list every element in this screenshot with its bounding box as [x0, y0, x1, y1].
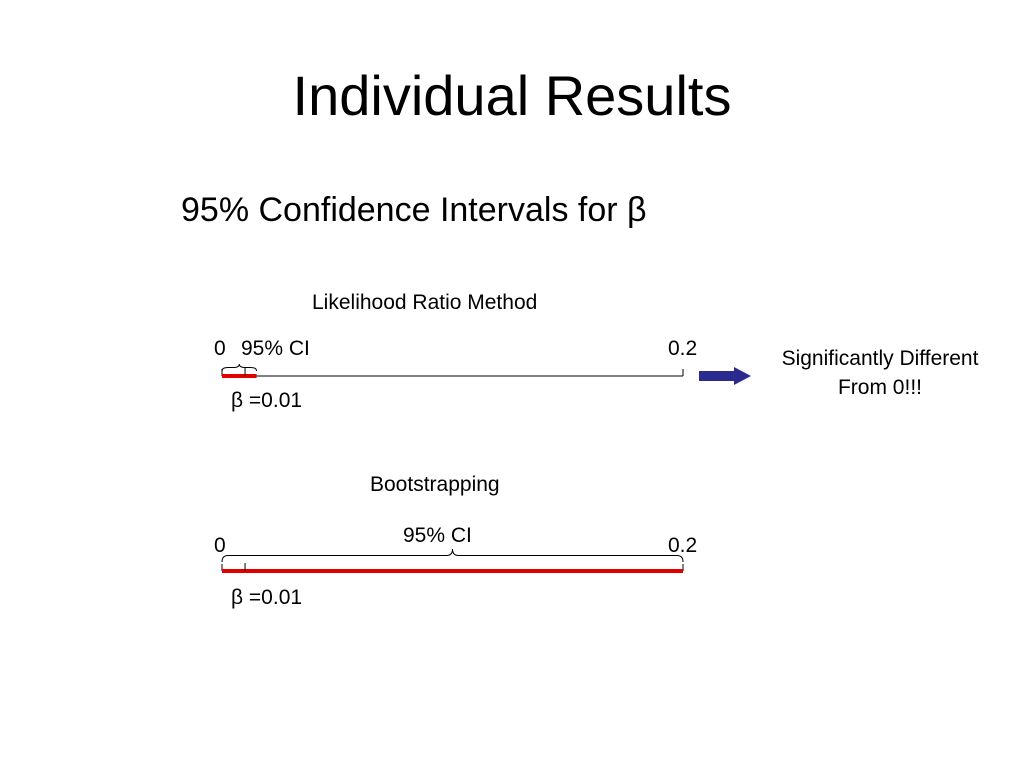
- likelihood-estimate-label: β =0.01: [231, 389, 303, 412]
- right-arrow-icon: [699, 367, 751, 385]
- page-title: Individual Results: [292, 64, 732, 127]
- bootstrap-axis-max-label: 0.2: [668, 534, 698, 557]
- bootstrap-axis-min-label: 0: [214, 534, 226, 557]
- likelihood-ci-brace: [221, 363, 258, 372]
- bootstrap-method-label: Bootstrapping: [370, 473, 500, 496]
- bootstrap-panel: [221, 548, 684, 573]
- bootstrap-ci-brace: [221, 548, 684, 563]
- bootstrap-ci-label: 95% CI: [403, 524, 472, 547]
- bootstrap-estimate-label: β =0.01: [231, 586, 303, 609]
- likelihood-panel: [221, 363, 684, 378]
- likelihood-axis-max-label: 0.2: [668, 337, 698, 360]
- likelihood-axis-min-label: 0: [214, 337, 226, 360]
- subtitle: 95% Confidence Intervals for β: [181, 191, 647, 229]
- likelihood-method-label: Likelihood Ratio Method: [312, 291, 538, 314]
- conclusion-text: Significantly Different From 0!!!: [781, 347, 979, 400]
- likelihood-ci-label: 95% CI: [241, 337, 310, 360]
